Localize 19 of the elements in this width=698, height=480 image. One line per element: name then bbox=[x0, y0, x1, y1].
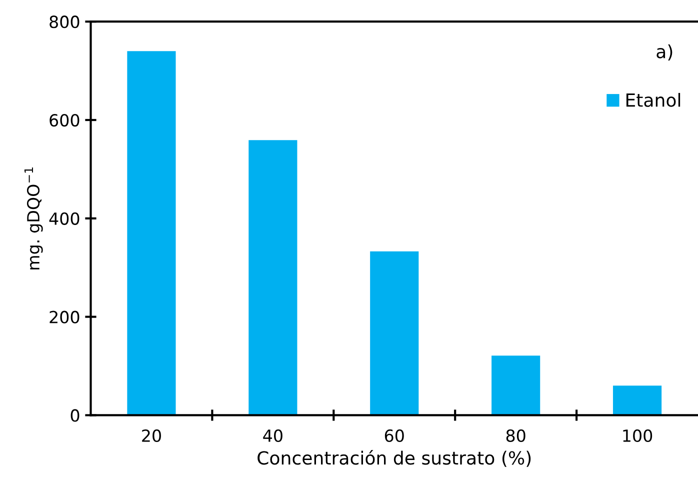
bar bbox=[248, 140, 298, 416]
y-tick-label: 0 bbox=[70, 409, 80, 422]
x-tick-label: 40 bbox=[263, 429, 282, 442]
bar bbox=[612, 386, 662, 416]
bar bbox=[370, 251, 419, 416]
y-tick-label: 800 bbox=[50, 16, 80, 28]
legend-label: Etanol bbox=[626, 92, 680, 107]
annotation: a) bbox=[656, 44, 672, 60]
x-tick-label: 100 bbox=[623, 429, 652, 442]
x-tick-label: 80 bbox=[506, 429, 526, 442]
x-axis-title: Concentración de sustrato (%) bbox=[258, 450, 531, 467]
y-tick-label: 200 bbox=[50, 310, 80, 324]
bar bbox=[492, 356, 540, 416]
y-tick-label: 600 bbox=[50, 114, 80, 127]
y-axis-title: mg. gDQO$^{−1}$ bbox=[24, 168, 43, 270]
y-tick-label: 400 bbox=[49, 212, 80, 225]
x-tick-label: 60 bbox=[384, 429, 404, 442]
bar bbox=[127, 51, 176, 416]
x-tick-label: 20 bbox=[142, 429, 161, 442]
